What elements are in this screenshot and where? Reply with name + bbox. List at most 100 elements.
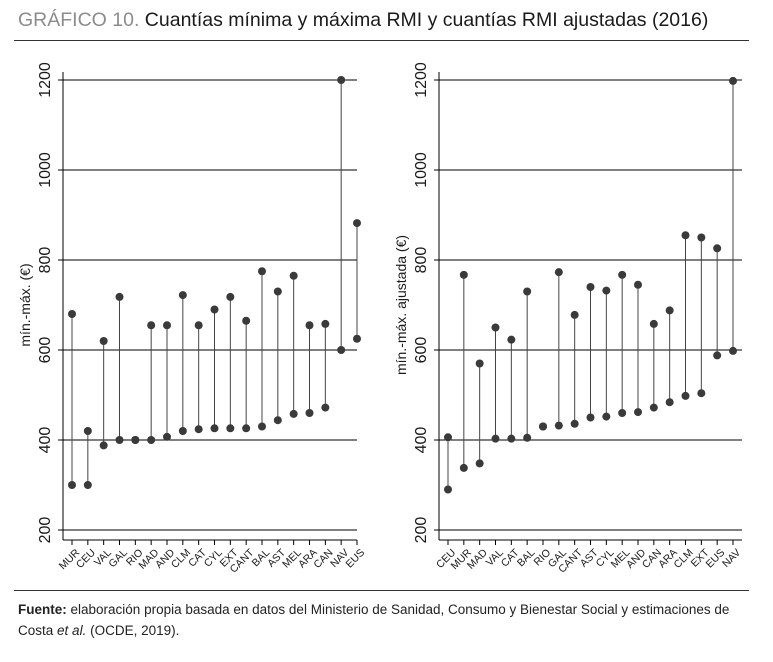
figure-label: GRÁFICO 10. xyxy=(18,9,140,31)
min-point-cyl xyxy=(210,424,219,433)
max-point-clm xyxy=(681,231,690,240)
min-point-eus xyxy=(713,351,722,360)
y-tick-label: 1000 xyxy=(413,152,430,188)
min-point-can xyxy=(649,403,658,412)
top-rule xyxy=(14,40,749,41)
min-point-mad xyxy=(475,459,484,468)
source-note: Fuente: elaboración propia basada en dat… xyxy=(18,599,738,641)
min-point-ceu xyxy=(83,481,92,489)
max-point-ara xyxy=(305,321,314,330)
max-point-clm xyxy=(178,291,187,300)
y-tick-label: 1200 xyxy=(413,62,430,98)
max-point-bal xyxy=(523,287,532,296)
max-point-cyl xyxy=(602,286,611,295)
min-point-clm xyxy=(178,427,187,435)
min-point-gal xyxy=(554,421,563,430)
max-point-val xyxy=(491,323,500,332)
max-point-nav xyxy=(729,76,737,85)
min-point-can xyxy=(321,403,330,412)
min-point-ara xyxy=(665,398,674,407)
min-point-nav xyxy=(337,346,346,354)
min-point-bal xyxy=(258,422,266,431)
figure-title-text: Cuantías mínima y máxima RMI y cuantías … xyxy=(144,9,709,31)
bottom-rule xyxy=(14,590,749,591)
max-point-ceu xyxy=(444,433,452,442)
min-point-cant xyxy=(570,419,579,428)
min-point-ceu xyxy=(444,485,452,494)
max-point-mel xyxy=(289,271,298,280)
y-tick-label: 1200 xyxy=(37,62,54,98)
min-point-ara xyxy=(305,409,314,417)
y-tick-label: 800 xyxy=(413,247,430,274)
max-point-rio xyxy=(539,422,547,431)
min-point-ext xyxy=(226,424,235,433)
max-point-rio xyxy=(131,436,140,444)
source-italic: et al. xyxy=(57,623,87,638)
y-tick-label: 200 xyxy=(413,517,430,544)
max-point-gal xyxy=(554,268,563,277)
min-point-clm xyxy=(681,391,690,400)
source-text-1: elaboración propia basada en datos del M… xyxy=(18,602,730,638)
max-point-and xyxy=(163,321,171,330)
max-point-can xyxy=(649,319,658,328)
max-point-cyl xyxy=(210,305,219,314)
min-point-mel xyxy=(618,409,627,417)
max-point-ast xyxy=(273,287,282,296)
max-point-ara xyxy=(665,306,674,315)
y-tick-label: 400 xyxy=(413,427,430,454)
min-point-and xyxy=(634,408,642,417)
max-point-mur xyxy=(68,310,76,318)
min-point-mur xyxy=(459,463,468,472)
max-point-can xyxy=(321,319,330,328)
min-point-cat xyxy=(507,434,516,443)
y-tick-label: 800 xyxy=(37,247,54,274)
min-point-val xyxy=(99,441,108,450)
max-point-nav xyxy=(337,76,346,84)
min-point-nav xyxy=(729,346,737,355)
y-tick-label: 600 xyxy=(413,337,430,364)
x-tick-label-nav: NAV xyxy=(720,547,743,570)
max-point-cant xyxy=(570,310,579,319)
min-point-cant xyxy=(242,424,251,433)
min-point-eus xyxy=(353,334,361,343)
source-label: Fuente: xyxy=(18,602,67,617)
x-tick-label-eus: EUS xyxy=(343,547,367,571)
max-point-mur xyxy=(459,270,468,279)
y-axis-title: mín.-máx. ajustada (€) xyxy=(393,235,409,375)
max-point-ext xyxy=(226,292,235,301)
max-point-eus xyxy=(713,244,722,253)
y-tick-label: 1000 xyxy=(37,152,54,188)
y-tick-label: 200 xyxy=(37,517,54,544)
min-point-ast xyxy=(586,413,595,422)
max-point-cat xyxy=(507,335,516,344)
chart-2: 200 400 600 800 1000 1200 mín.-máx. ajustada (… xyxy=(393,62,743,575)
min-point-cyl xyxy=(602,412,611,421)
min-point-cat xyxy=(194,425,203,434)
max-point-val xyxy=(99,337,108,345)
min-point-val xyxy=(491,434,500,443)
max-point-cat xyxy=(194,321,203,330)
max-point-mad xyxy=(147,321,156,330)
max-point-and xyxy=(634,280,642,289)
max-point-gal xyxy=(115,292,124,301)
max-point-ast xyxy=(586,283,595,291)
min-point-mel xyxy=(289,409,298,418)
max-point-bal xyxy=(258,267,266,276)
min-point-mur xyxy=(68,481,76,489)
max-point-cant xyxy=(242,316,251,325)
y-tick-label: 400 xyxy=(37,427,54,454)
max-point-mad xyxy=(475,359,484,368)
min-point-ext xyxy=(697,389,706,398)
y-tick-label: 600 xyxy=(37,337,54,364)
y-axis-title: mín.-máx. (€) xyxy=(17,263,33,346)
min-point-mad xyxy=(147,436,156,444)
max-point-eus xyxy=(353,219,361,228)
max-point-ceu xyxy=(83,427,92,435)
min-point-ast xyxy=(273,416,282,425)
min-point-bal xyxy=(523,433,532,442)
max-point-mel xyxy=(618,270,627,279)
source-text-2: (OCDE, 2019). xyxy=(90,623,180,638)
figure-title: GRÁFICO 10. Cuantías mínima y máxima RMI… xyxy=(18,9,708,32)
